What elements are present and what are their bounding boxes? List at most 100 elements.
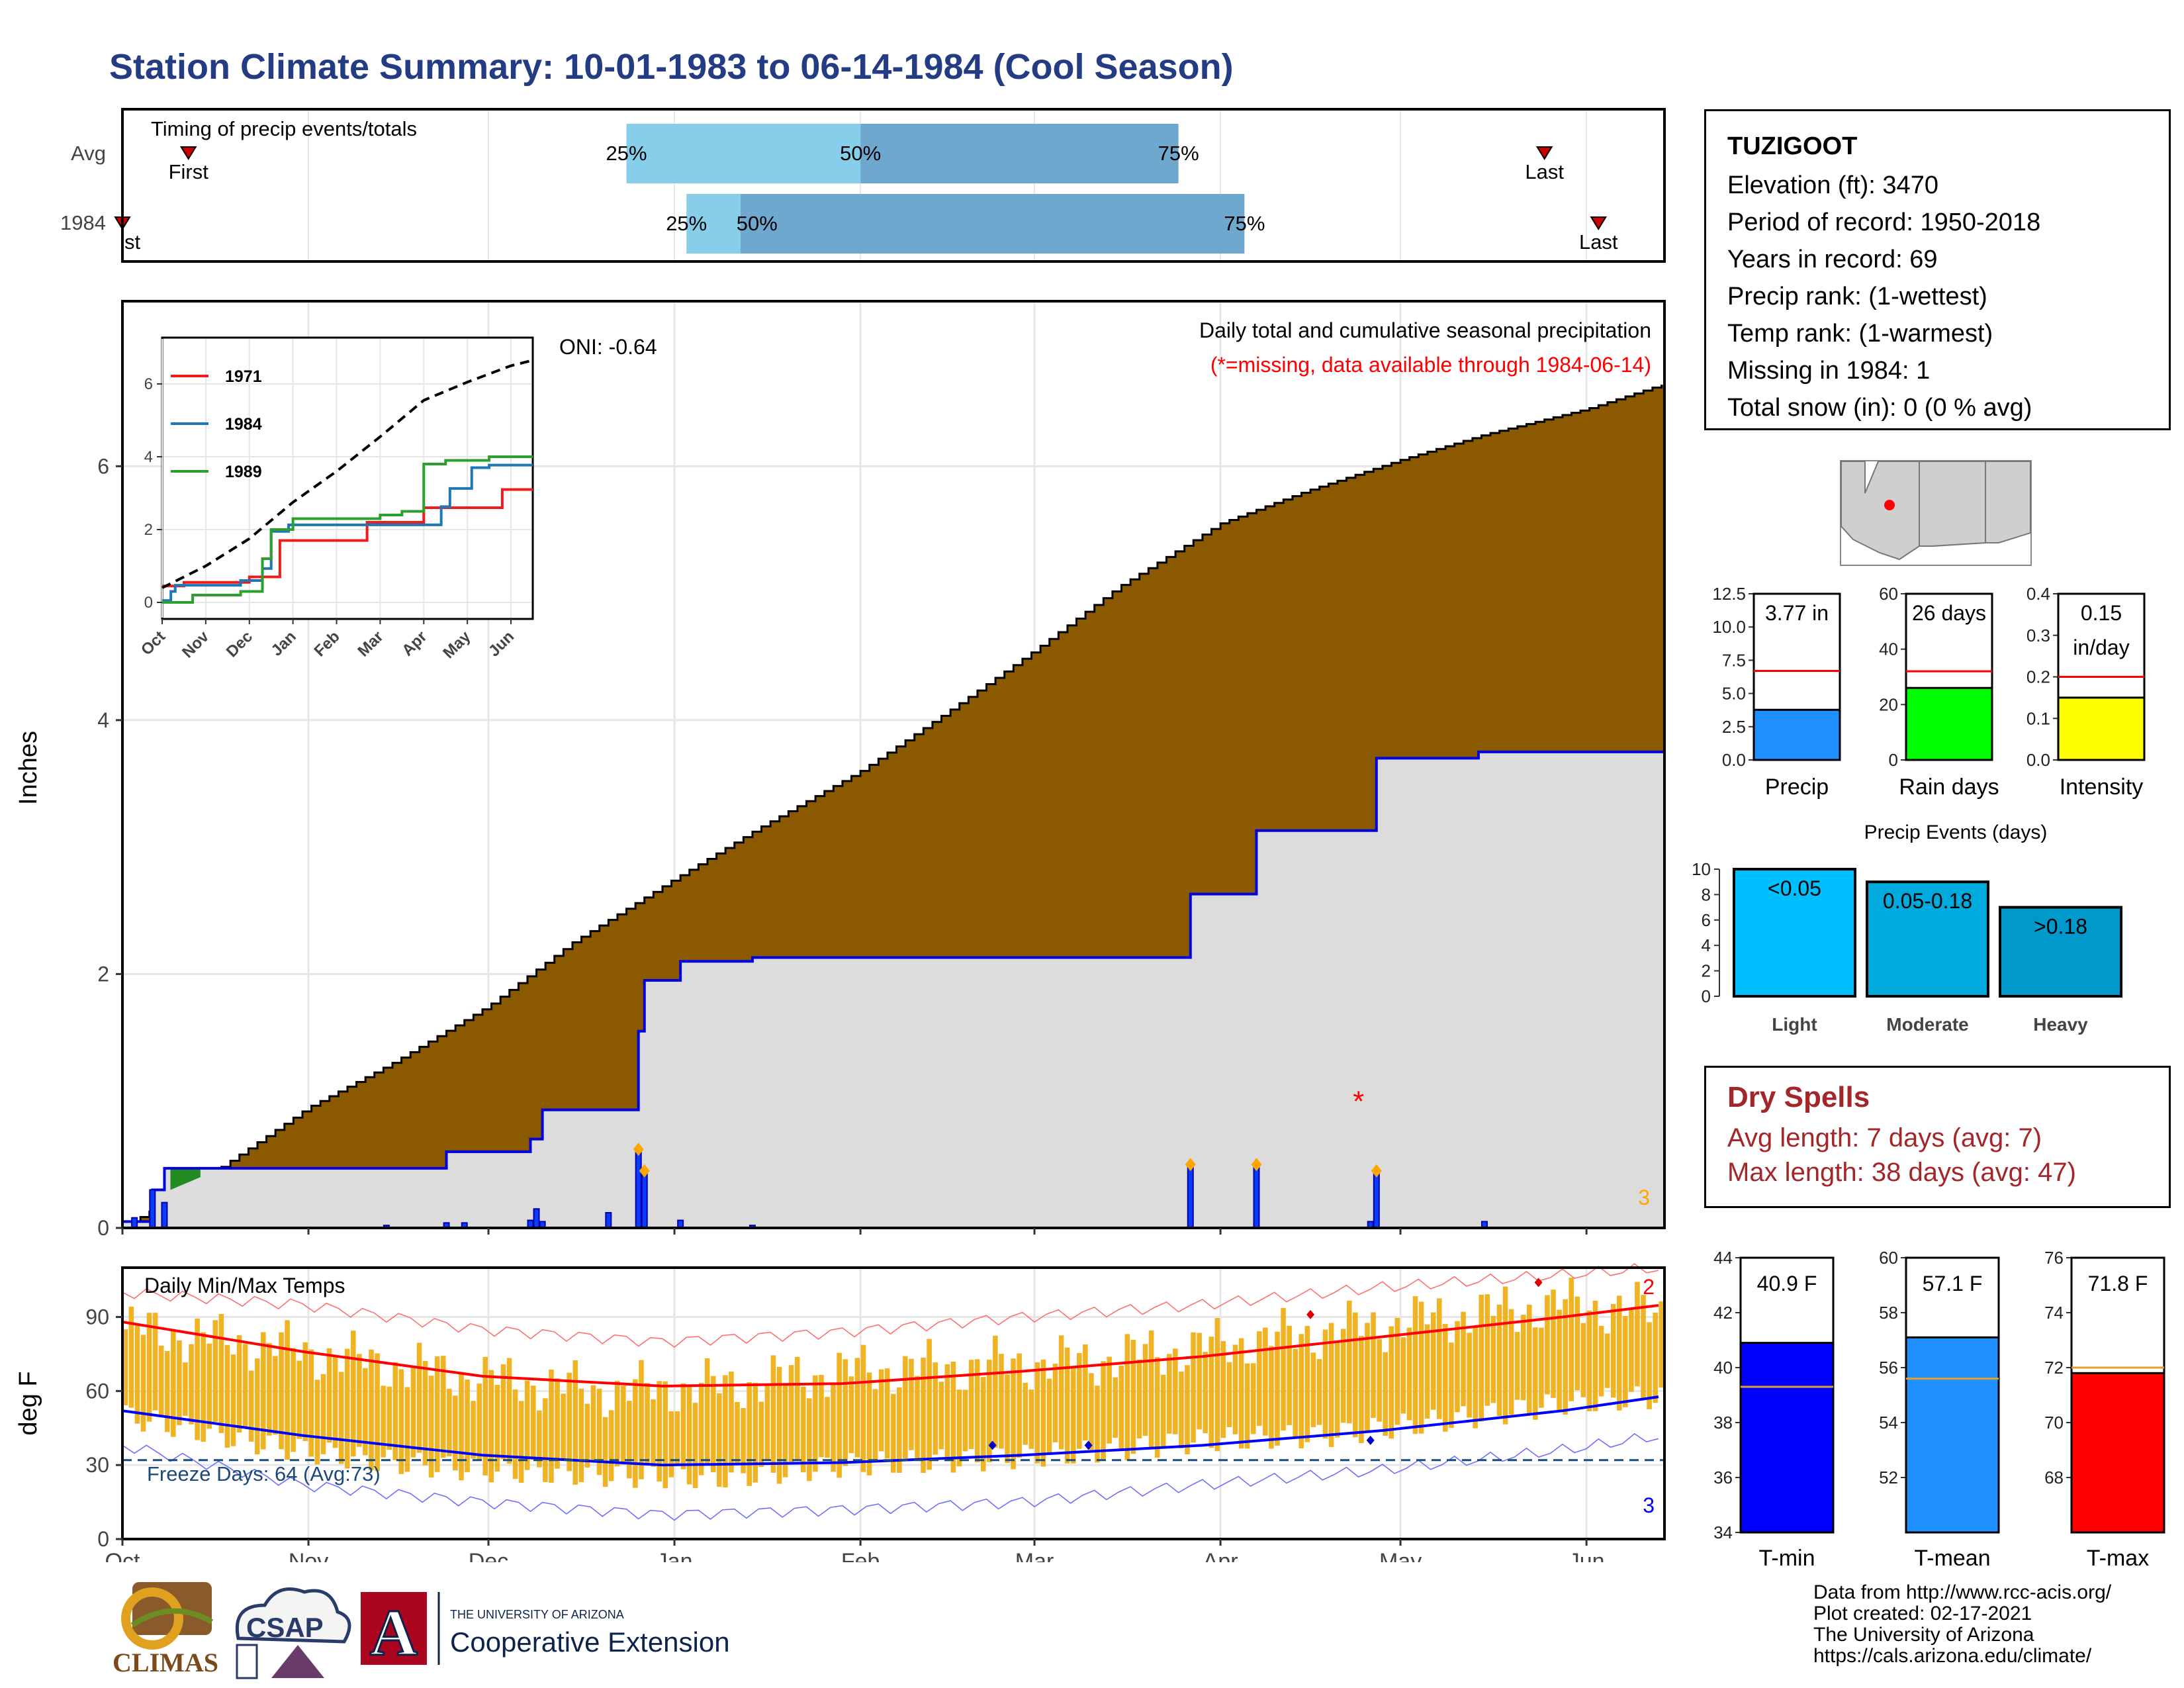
daily-precip-bar: [161, 1201, 168, 1229]
daily-temp-bar: [338, 1372, 344, 1464]
daily-temp-bar: [1316, 1359, 1322, 1425]
daily-temp-bar: [1173, 1348, 1178, 1434]
month-label: Jun: [1569, 1549, 1605, 1562]
daily-temp-bar: [842, 1359, 848, 1466]
timing-p50-avg: 50%: [840, 142, 881, 165]
timing-p25-1984: 25%: [666, 212, 707, 235]
timing-p50-1984: 50%: [737, 212, 778, 235]
ua-logo: A THE UNIVERSITY OF ARIZONA Cooperative …: [361, 1592, 730, 1671]
temp-bar-category: T-max: [2087, 1546, 2149, 1571]
daily-temp-bar: [428, 1376, 434, 1478]
daily-temp-bar: [1089, 1373, 1094, 1450]
daily-temp-bar: [698, 1382, 704, 1476]
daily-temp-bar: [1484, 1294, 1490, 1406]
daily-temp-bar: [291, 1348, 296, 1452]
daily-temp-bar: [752, 1382, 758, 1483]
extreme-count: 3: [1638, 1186, 1650, 1209]
daily-temp-bar: [788, 1365, 794, 1462]
daily-temp-bar: [1203, 1352, 1208, 1434]
daily-temp-bar: [1616, 1295, 1622, 1411]
locator-map: [1840, 460, 2032, 566]
daily-temp-bar: [933, 1362, 938, 1455]
svg-text:A: A: [370, 1596, 418, 1669]
daily-temp-bar: [1467, 1333, 1472, 1418]
daily-temp-bar: [465, 1379, 470, 1472]
daily-temp-bar: [717, 1393, 722, 1487]
daily-temp-bar: [218, 1314, 224, 1433]
daily-temp-bar: [668, 1411, 674, 1477]
daily-temp-bar: [1220, 1340, 1226, 1438]
daily-temp-bar: [146, 1313, 152, 1422]
temp-bar-value-label: 40.9 F: [1757, 1272, 1817, 1295]
daily-temp-bar: [968, 1360, 974, 1449]
csap-text: CSAP: [246, 1612, 324, 1643]
month-label: Feb: [841, 1549, 880, 1562]
small-bar-value-label: 26 days: [1912, 601, 1986, 625]
temp-chart: 0 30 60 90 Oct Nov Dec Jan Feb Mar Apr May Jun deg …: [15, 1263, 1666, 1562]
temp-bar-ytick-label: 54: [1879, 1413, 1898, 1432]
daily-temp-bar: [993, 1335, 998, 1448]
daily-temp-bar: [1011, 1358, 1016, 1470]
daily-temp-bar: [1406, 1327, 1412, 1421]
daily-temp-bar: [1191, 1332, 1196, 1443]
daily-temp-bar: [1473, 1327, 1478, 1429]
station-temp-rank: Temp rank: (1-warmest): [1727, 320, 1993, 348]
daily-temp-bar: [723, 1375, 728, 1487]
daily-temp-bar: [921, 1357, 926, 1474]
daily-temp-bar: [369, 1349, 374, 1470]
daily-temp-bar: [1208, 1336, 1214, 1448]
daily-temp-bar: [1113, 1377, 1118, 1438]
daily-temp-bar: [254, 1358, 260, 1454]
daily-temp-bar: [735, 1401, 740, 1464]
daily-temp-bar: [1557, 1309, 1562, 1413]
freeze-days: Freeze Days: 64 (Avg:73): [147, 1462, 381, 1485]
daily-temp-bar: [741, 1408, 746, 1474]
dry-spells-box: Dry Spells Avg length: 7 days (avg: 7) M…: [1704, 1066, 2171, 1208]
inset-ytick-label: 0: [144, 594, 153, 612]
daily-temp-bar: [710, 1376, 716, 1473]
daily-temp-bar: [320, 1374, 326, 1454]
month-label: May: [1379, 1549, 1422, 1562]
ua-big-text: Cooperative Extension: [450, 1626, 730, 1658]
first-event-marker: [179, 146, 197, 160]
daily-temp-bar: [1304, 1326, 1310, 1442]
daily-temp-bar: [962, 1389, 968, 1452]
daily-temp-bar: [927, 1338, 932, 1470]
daily-temp-bar: [537, 1410, 542, 1468]
temp-bar-ytick-label: 58: [1879, 1303, 1898, 1323]
month-label: Dec: [469, 1549, 508, 1562]
small-bar-precip: [1752, 708, 1841, 761]
daily-temp-bar: [471, 1401, 476, 1459]
daily-temp-bar: [236, 1335, 242, 1433]
temp-bar-t-min: [1739, 1342, 1835, 1534]
small-bar-category: Precip: [1765, 774, 1829, 800]
small-bar-ytick-label: 0.4: [2026, 584, 2050, 604]
daily-temp-bar: [375, 1353, 380, 1472]
small-bar-value-label: 0.15: [2081, 601, 2122, 625]
daily-temp-bar: [1424, 1324, 1430, 1419]
daily-temp-bar: [987, 1360, 992, 1462]
daily-temp-bar: [453, 1395, 458, 1471]
temp-ytick-label: 90: [85, 1305, 109, 1329]
daily-temp-bar: [1455, 1321, 1460, 1413]
daily-temp-bar: [674, 1411, 680, 1465]
daily-temp-bar: [825, 1397, 830, 1458]
daily-temp-bar: [1598, 1325, 1604, 1397]
daily-temp-bar: [1046, 1378, 1052, 1454]
year-cumulative-area: [122, 749, 1664, 1228]
daily-temp-bar: [1154, 1357, 1160, 1458]
daily-temp-bar: [1533, 1327, 1538, 1420]
daily-temp-bar: [974, 1359, 980, 1463]
daily-temp-bar: [633, 1379, 638, 1488]
daily-temp-bar: [747, 1382, 752, 1486]
station-precip-rank: Precip rank: (1-wettest): [1727, 283, 1987, 310]
daily-temp-bar: [782, 1383, 788, 1477]
small-bar-ytick-label: 0.1: [2026, 708, 2050, 728]
small-bar-ytick-label: 5.0: [1722, 684, 1746, 704]
small-bar-ytick-label: 40: [1879, 639, 1898, 659]
daily-temp-bar: [686, 1385, 692, 1485]
timing-last-avg: Last: [1525, 160, 1564, 183]
daily-temp-bar: [1244, 1363, 1250, 1449]
record-max-marker: [1534, 1278, 1543, 1288]
inset-legend-label: 1989: [225, 463, 262, 481]
